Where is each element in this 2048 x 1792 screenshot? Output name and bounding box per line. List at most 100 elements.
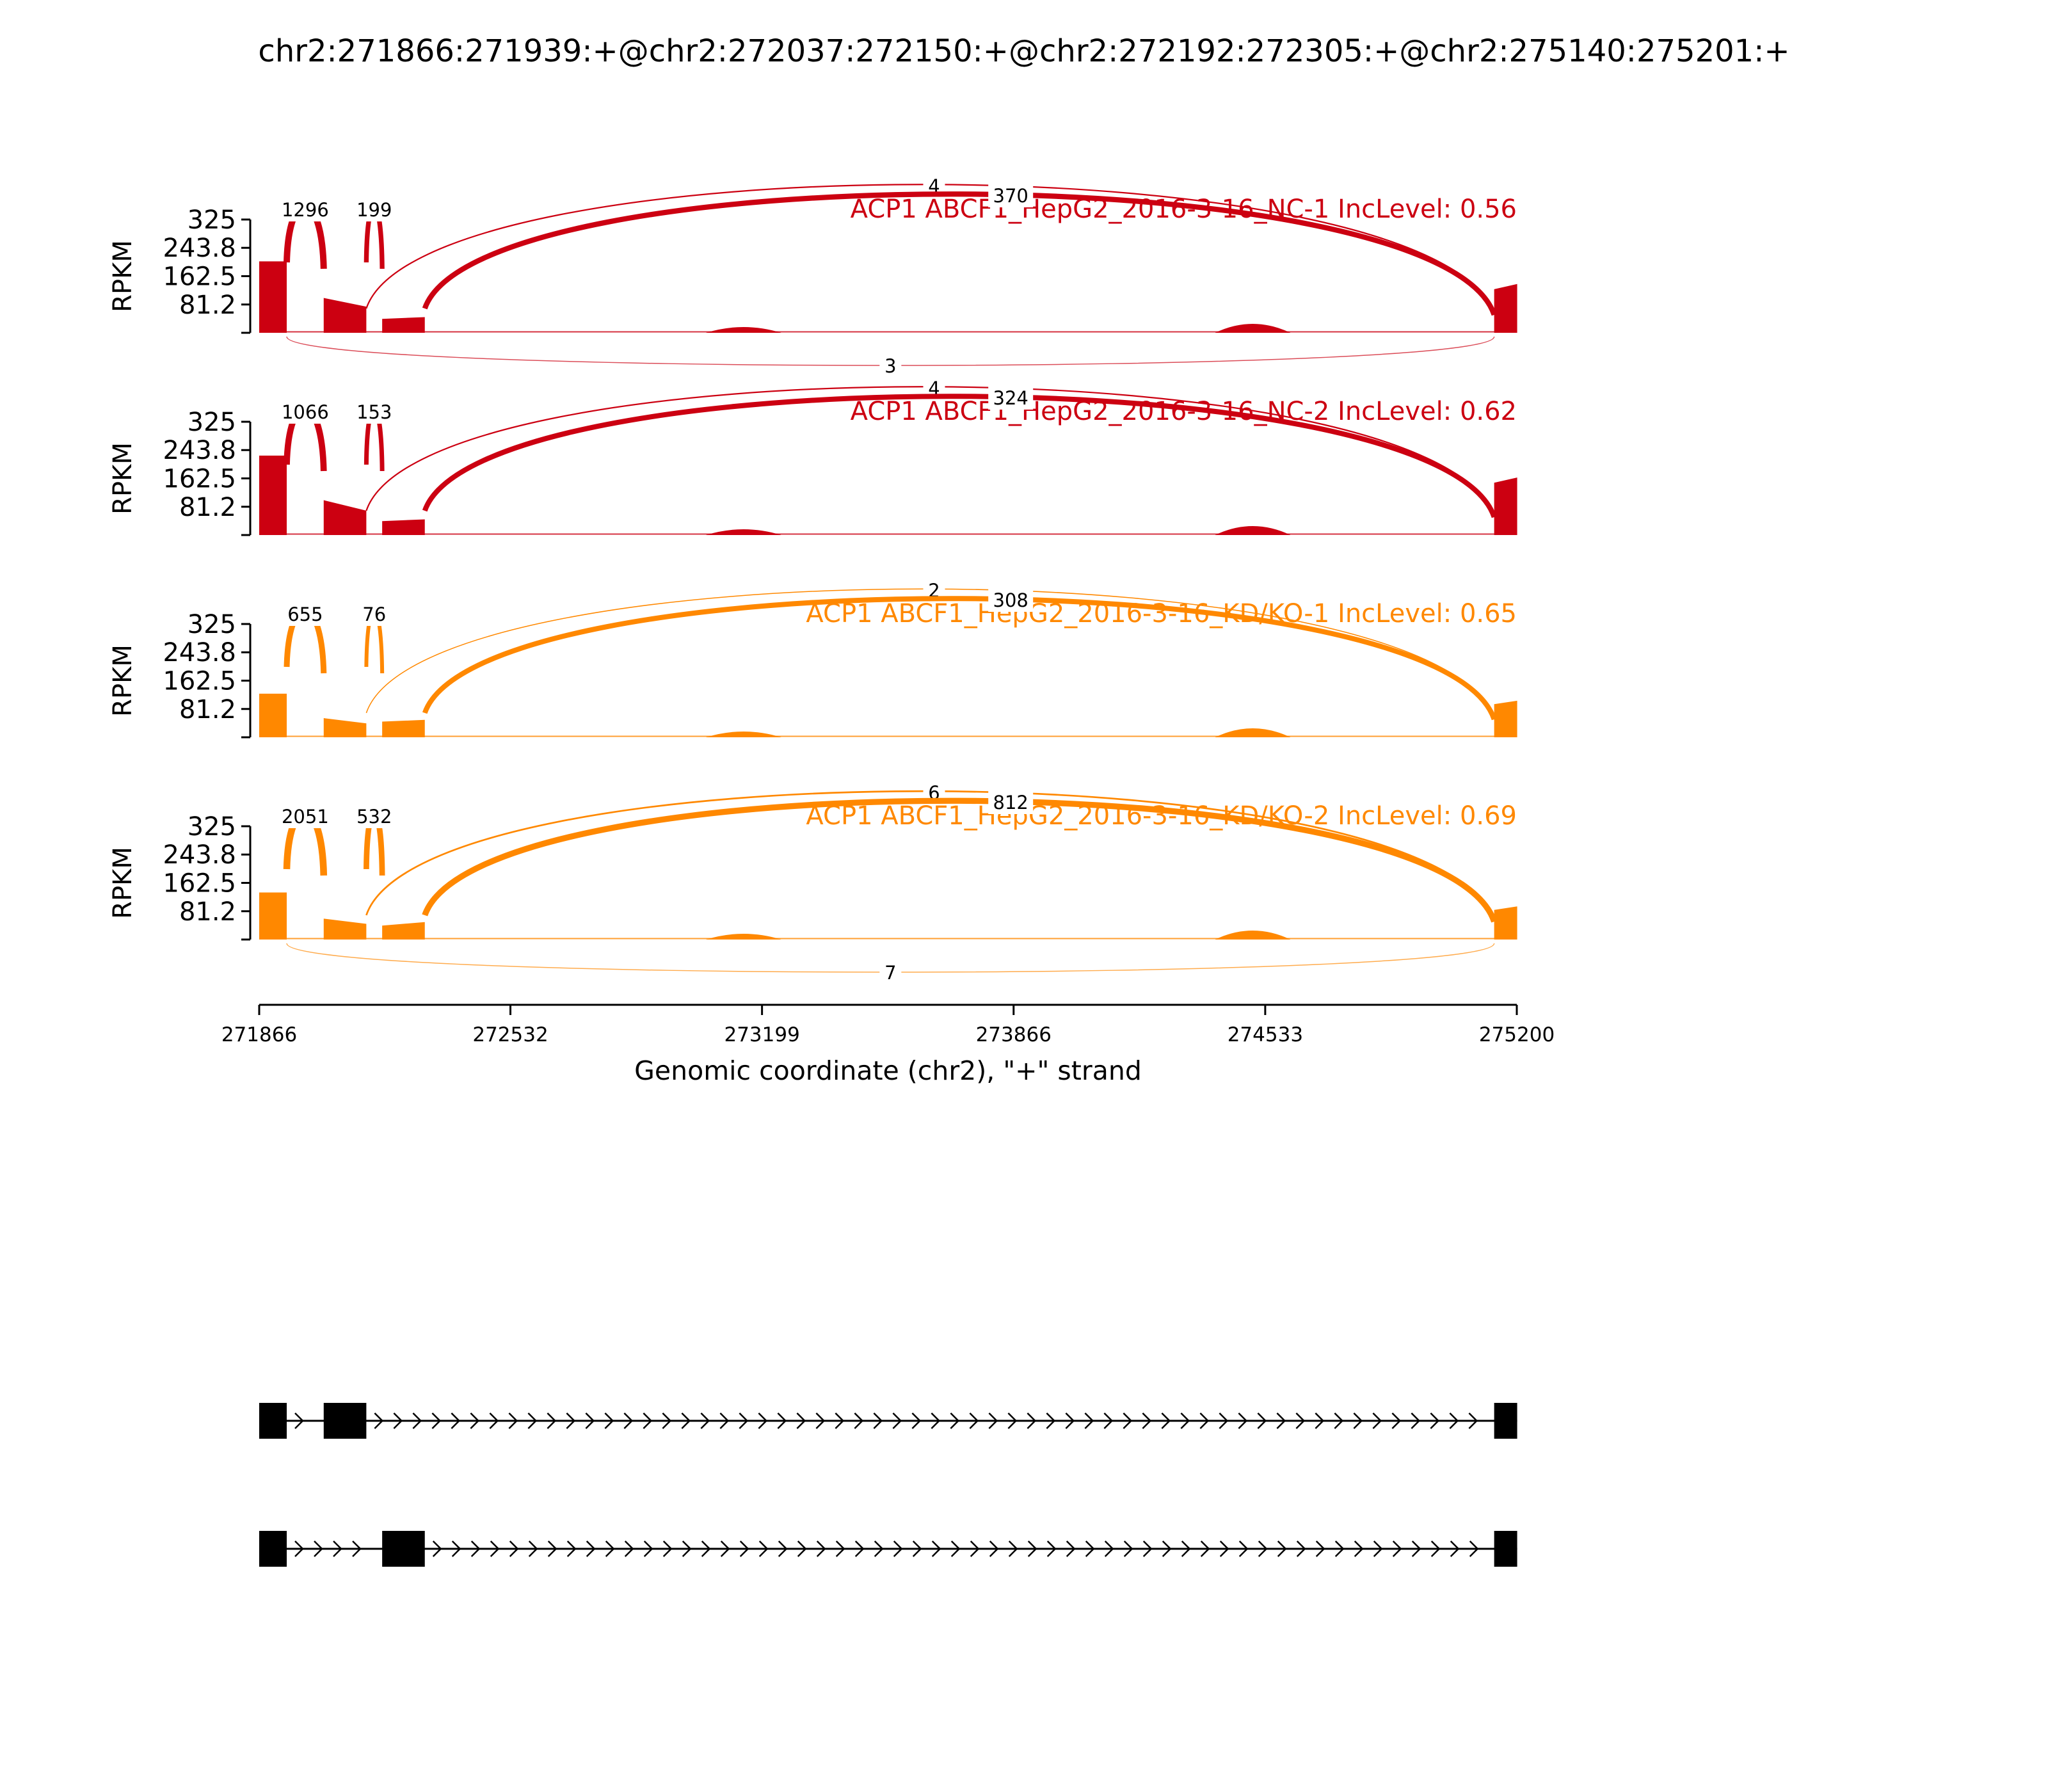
strand-arrow xyxy=(623,1412,634,1429)
strand-arrow xyxy=(1046,1412,1056,1429)
strand-arrow xyxy=(393,1412,403,1429)
strand-arrow xyxy=(1430,1412,1440,1429)
y-axis-label: RPKM xyxy=(108,847,138,919)
junction-label-bg xyxy=(988,791,1034,814)
exon-coverage-bar xyxy=(323,718,367,737)
junction-label-bg xyxy=(357,603,391,626)
exon-block xyxy=(1494,1531,1517,1567)
junction-arc xyxy=(422,596,1497,721)
strand-arrow xyxy=(1449,1412,1459,1429)
strand-arrow xyxy=(739,1412,749,1429)
strand-arrow xyxy=(1161,1412,1171,1429)
junction-arc xyxy=(422,394,1497,518)
y-tick-label: 162.5 xyxy=(163,262,236,292)
junction-label-bg xyxy=(351,805,397,828)
exon-coverage-bar xyxy=(382,922,425,940)
isoform-track xyxy=(259,1403,1517,1567)
strand-arrow xyxy=(1085,1540,1095,1557)
strand-arrow xyxy=(1162,1540,1172,1557)
strand-arrow xyxy=(1468,1412,1478,1429)
strand-arrow xyxy=(1238,1540,1249,1557)
junction-label: 7 xyxy=(884,962,896,984)
coverage-bump xyxy=(1215,526,1291,535)
coverage-bump xyxy=(1215,324,1291,333)
exon-block xyxy=(259,1403,287,1439)
junction-label: 812 xyxy=(993,792,1028,813)
junction-label-bg xyxy=(988,387,1034,410)
strand-arrow xyxy=(1391,1412,1402,1429)
x-tick-label: 271866 xyxy=(221,1023,297,1046)
exon-block xyxy=(1494,1403,1517,1439)
strand-arrow xyxy=(816,1540,826,1557)
junction-label: 655 xyxy=(287,604,323,625)
strand-arrow xyxy=(1123,1412,1133,1429)
strand-arrow xyxy=(681,1412,691,1429)
strand-arrow xyxy=(374,1412,384,1429)
strand-arrow xyxy=(970,1540,980,1557)
y-axis-label: RPKM xyxy=(108,442,138,515)
strand-arrow xyxy=(333,1540,342,1557)
coverage-bump xyxy=(705,327,781,333)
x-tick-label: 272532 xyxy=(472,1023,548,1046)
junction-label: 153 xyxy=(356,401,392,423)
junction-label-bg xyxy=(276,401,333,424)
strand-arrow xyxy=(451,1412,461,1429)
strand-arrow xyxy=(1373,1540,1383,1557)
strand-arrow xyxy=(988,1412,998,1429)
strand-arrow xyxy=(662,1412,672,1429)
strand-arrow xyxy=(1219,1412,1229,1429)
junction-label: 76 xyxy=(362,604,386,625)
strand-arrow xyxy=(720,1540,730,1557)
strand-arrow xyxy=(797,1540,807,1557)
junction-label: 324 xyxy=(993,387,1028,409)
strand-arrow xyxy=(1007,1412,1018,1429)
y-tick-label: 81.2 xyxy=(179,291,236,320)
strand-arrow xyxy=(294,1412,304,1429)
exon-block xyxy=(382,1531,425,1567)
junction-label-bg xyxy=(879,355,902,378)
coverage-bump xyxy=(705,732,781,737)
junction-label-bg xyxy=(879,961,902,984)
strand-arrow xyxy=(431,1412,442,1429)
strand-arrow xyxy=(778,1540,788,1557)
strand-arrow xyxy=(777,1412,787,1429)
strand-arrow xyxy=(1372,1412,1382,1429)
strand-arrow xyxy=(566,1540,577,1557)
y-axis-label: RPKM xyxy=(108,240,138,312)
strand-arrow xyxy=(758,1540,769,1557)
strand-arrow xyxy=(624,1540,634,1557)
strand-arrow xyxy=(1353,1412,1363,1429)
junction-label: 532 xyxy=(356,806,392,828)
y-tick-label: 325 xyxy=(188,812,236,842)
x-tick-label: 275200 xyxy=(1479,1023,1555,1046)
exon-coverage-bar xyxy=(1494,284,1517,333)
strand-arrow xyxy=(412,1412,422,1429)
isoform-2 xyxy=(259,1531,1517,1567)
strand-arrow xyxy=(1258,1540,1268,1557)
strand-arrow xyxy=(1295,1412,1306,1429)
strand-arrow xyxy=(432,1540,442,1557)
strand-arrow xyxy=(1277,1540,1287,1557)
strand-arrow xyxy=(835,1412,845,1429)
junction-label: 370 xyxy=(993,185,1028,207)
strand-arrow xyxy=(1257,1412,1267,1429)
junction-label-bg xyxy=(351,401,397,424)
strand-arrow xyxy=(1027,1412,1037,1429)
strand-arrow xyxy=(854,1412,864,1429)
strand-arrow xyxy=(700,1412,710,1429)
exon-block xyxy=(259,1531,287,1567)
strand-arrow xyxy=(796,1412,806,1429)
strand-arrow xyxy=(1392,1540,1402,1557)
coverage-bump xyxy=(1215,931,1291,940)
strand-arrow xyxy=(1219,1540,1229,1557)
exon-coverage-bar xyxy=(323,918,367,940)
strand-arrow xyxy=(451,1540,461,1557)
sashimi-panels: ACP1 ABCF1_HepG2_2016-3-16_NC-1 IncLevel… xyxy=(108,175,1517,984)
strand-arrow xyxy=(1430,1540,1441,1557)
strand-arrow xyxy=(1276,1412,1286,1429)
y-tick-label: 243.8 xyxy=(163,840,236,870)
strand-arrow xyxy=(1180,1412,1190,1429)
sashimi-panel-2: ACP1 ABCF1_HepG2_2016-3-16_NC-2 IncLevel… xyxy=(108,377,1517,536)
junction-label-bg xyxy=(276,198,333,221)
y-tick-label: 325 xyxy=(188,408,236,437)
